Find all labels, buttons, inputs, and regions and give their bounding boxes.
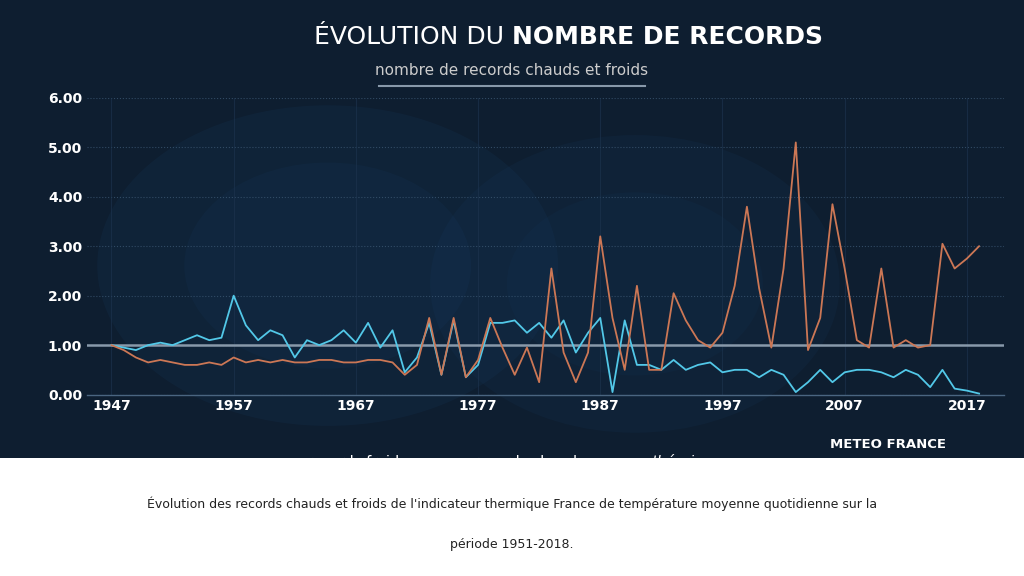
Text: NOMBRE DE RECORDS: NOMBRE DE RECORDS bbox=[512, 25, 823, 50]
Legend: records froids, records chauds, théorique: records froids, records chauds, théoriqu… bbox=[254, 449, 727, 476]
Text: Évolution des records chauds et froids de l'indicateur thermique France de tempé: Évolution des records chauds et froids d… bbox=[146, 497, 878, 511]
Text: ÉVOLUTION DU: ÉVOLUTION DU bbox=[314, 25, 512, 50]
Ellipse shape bbox=[507, 192, 763, 376]
Text: nombre de records chauds et froids: nombre de records chauds et froids bbox=[376, 63, 648, 78]
Ellipse shape bbox=[184, 162, 471, 369]
Text: période 1951-2018.: période 1951-2018. bbox=[451, 538, 573, 551]
Ellipse shape bbox=[430, 135, 840, 433]
Text: METEO FRANCE: METEO FRANCE bbox=[830, 438, 946, 450]
Ellipse shape bbox=[97, 105, 558, 426]
